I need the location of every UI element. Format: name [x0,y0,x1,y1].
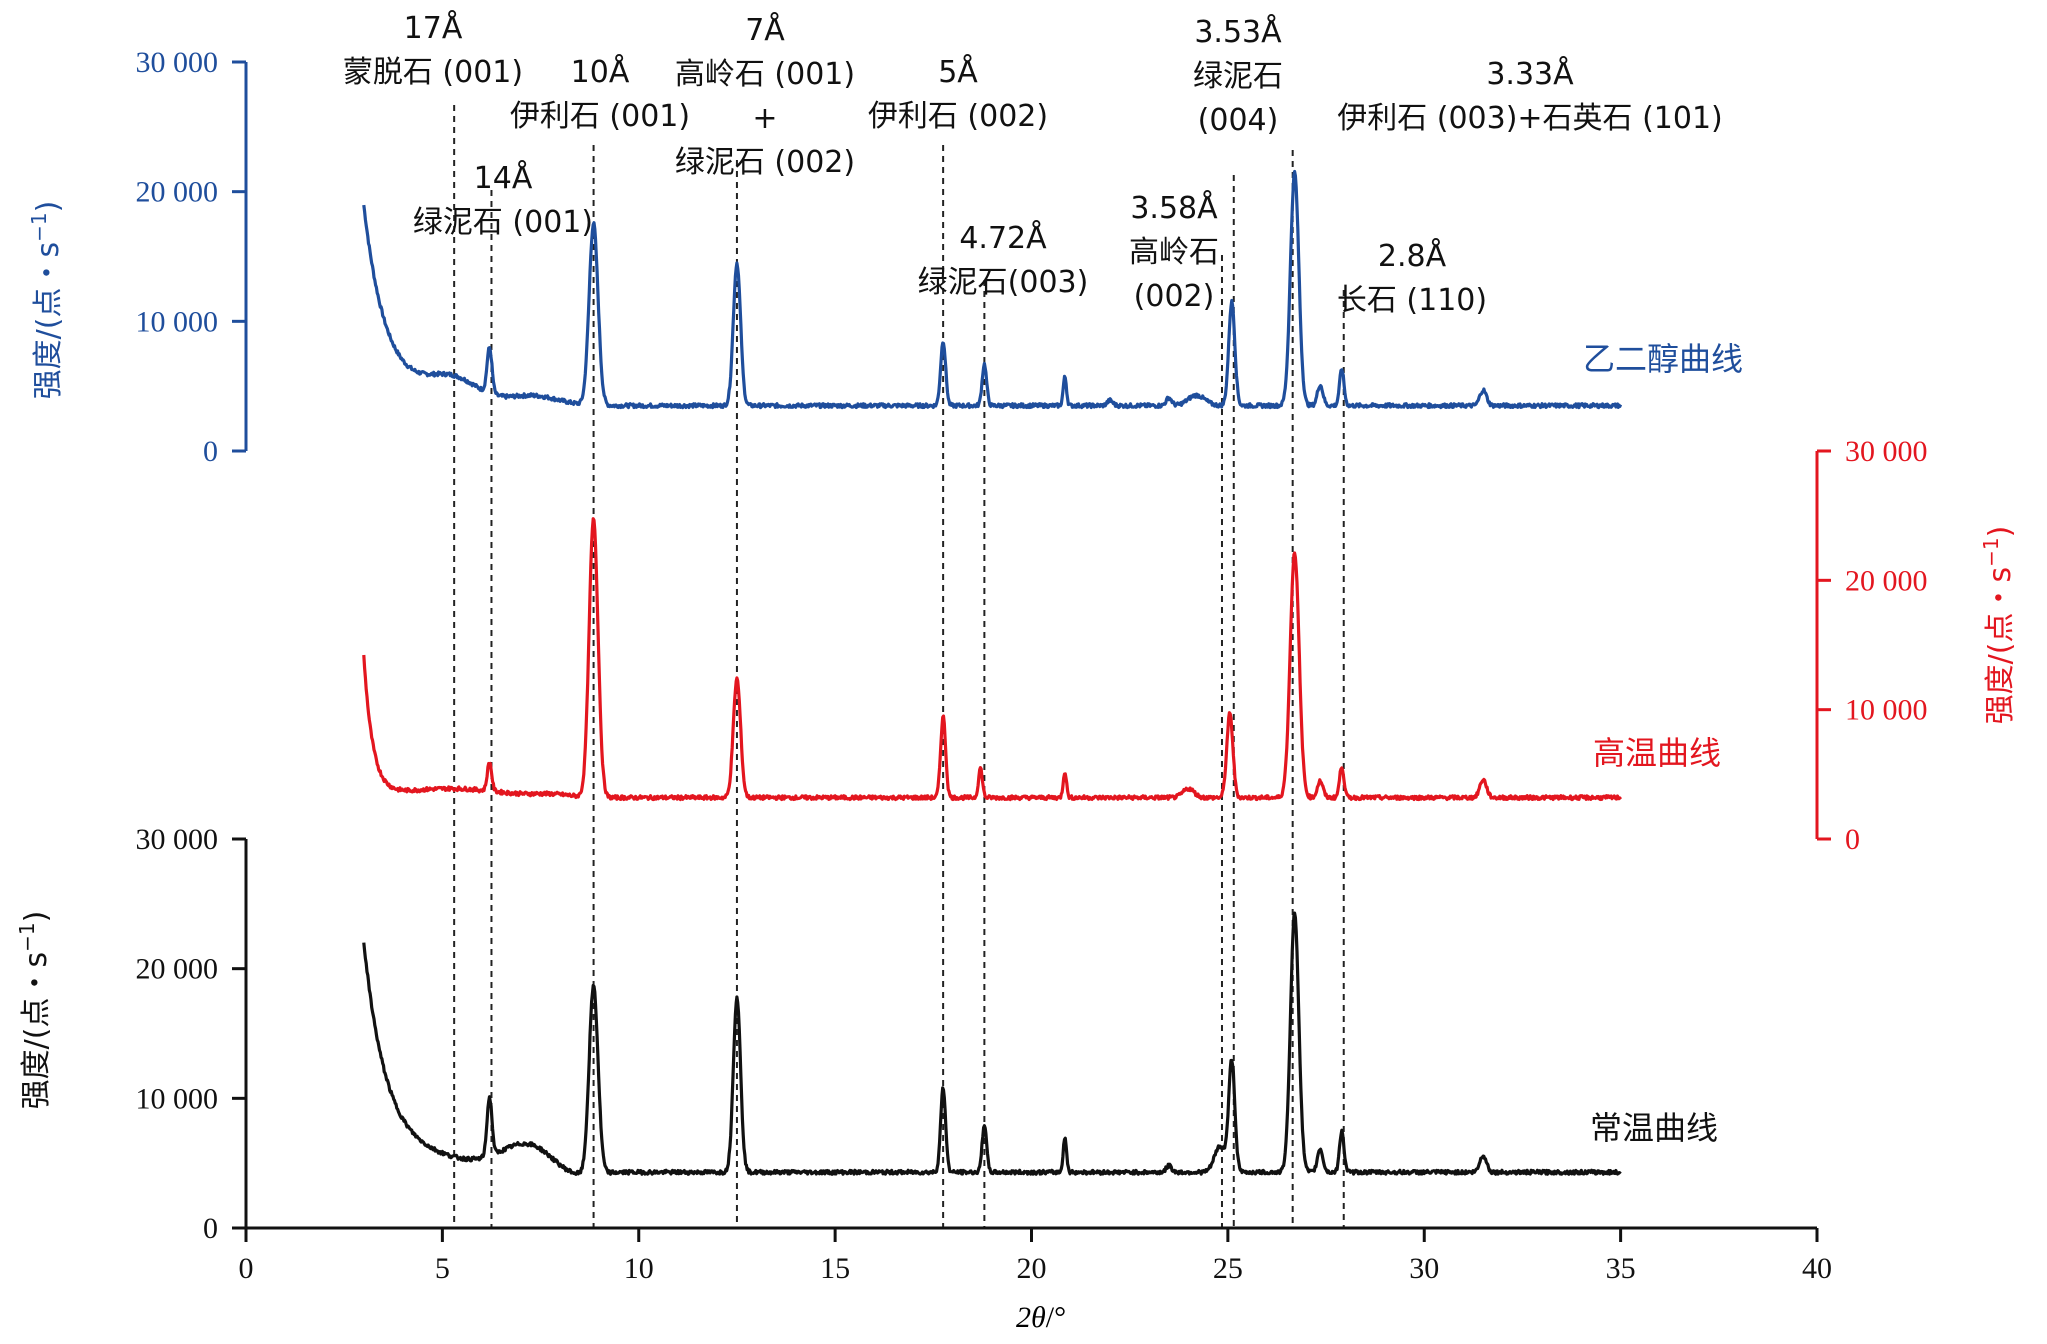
x-tick-label: 35 [1606,1252,1636,1285]
y-tick-label: 0 [1845,823,1860,856]
y-tick-label: 10 000 [136,305,219,338]
y-tick-label: 0 [203,435,218,468]
peak-annotation: 7Å [745,12,785,48]
curve-normal [362,911,1622,1176]
y-tick-label: 10 000 [136,1082,219,1115]
peak-annotation: 3.58Å [1130,190,1218,226]
x-tick-label: 15 [820,1252,850,1285]
peak-annotation: 3.33Å [1486,56,1574,92]
x-tick-label: 30 [1409,1252,1439,1285]
curves [362,169,1623,1176]
peak-annotation: 长石 (110) [1337,283,1487,318]
peak-annotation: 3.53Å [1194,14,1282,50]
peak-annotation: 10Å [571,54,630,90]
peak-annotation: 绿泥石 (002) [675,145,855,180]
peak-annotation: 4.72Å [959,220,1047,256]
peak-annotation: 17Å [404,10,463,46]
y-tick-label: 0 [203,1212,218,1245]
x-tick-label: 40 [1802,1252,1832,1285]
x-tick-label: 25 [1213,1252,1243,1285]
x-axis-title: 2θ/° [1016,1301,1066,1334]
peak-annotation: 绿泥石 (001) [413,205,593,240]
peak-annotation: 14Å [474,160,533,196]
y-axis-title-high-temp: 强度/(点・s−1) [1979,526,2018,725]
peak-annotation: 蒙脱石 (001) [343,55,523,90]
peak-annotation: (004) [1198,103,1279,138]
y-tick-label: 20 000 [136,176,219,209]
y-tick-label: 30 000 [136,46,219,79]
peak-annotation: (002) [1134,279,1215,314]
peak-annotation: 5Å [938,54,978,90]
peak-annotation: 2.8Å [1378,238,1447,274]
axes: 0 10 000 20 000 30 000 0 10 000 20 000 30 000 0 1… [136,46,1928,1285]
peak-annotation: 绿泥石(003) [918,265,1089,300]
reference-lines [453,105,1345,1228]
peak-annotation: 伊利石 (002) [868,99,1048,134]
peak-annotation: + [752,101,777,136]
peak-annotation: 高岭石 [1129,235,1219,270]
y-tick-label: 20 000 [1845,564,1928,597]
peak-annotation: 伊利石 (001) [510,99,690,134]
y-tick-label: 30 000 [1845,435,1928,468]
peak-annotations: 17Å 蒙脱石 (001) 14Å 绿泥石 (001) 10Å 伊利石 (001) 7Å 高岭… [343,10,1723,318]
curve-high-temp [362,517,1622,802]
x-tick-label: 20 [1017,1252,1047,1285]
series-label-glycol: 乙二醇曲线 [1583,340,1743,378]
y-axis-title-normal: 强度/(点・s−1) [15,911,54,1110]
x-tick-label: 10 [624,1252,654,1285]
y-tick-label: 10 000 [1845,694,1928,727]
peak-annotation: 伊利石 (003)+石英石 (101) [1337,101,1723,136]
curve-glycol [362,169,1623,410]
series-label-normal: 常温曲线 [1590,1109,1718,1147]
y-axis-title-glycol: 强度/(点・s−1) [27,201,66,400]
peak-annotation: 绿泥石 [1193,59,1283,94]
x-tick-label: 0 [239,1252,254,1285]
y-tick-label: 20 000 [136,953,219,986]
series-label-high-temp: 高温曲线 [1593,734,1721,772]
peak-annotation: 高岭石 (001) [675,57,855,92]
x-tick-label: 5 [435,1252,450,1285]
y-tick-label: 30 000 [136,823,219,856]
